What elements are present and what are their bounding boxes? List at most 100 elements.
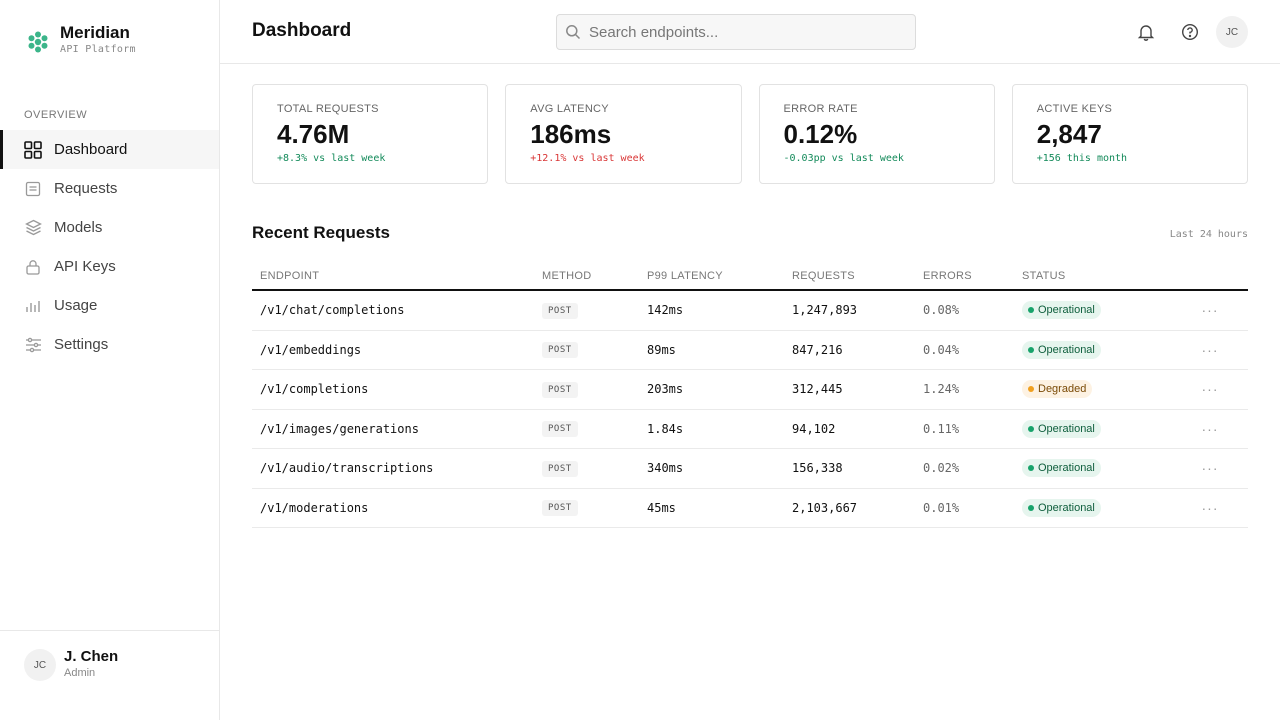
more-options-icon[interactable]: ··· [1201, 302, 1219, 319]
table-row[interactable]: /v1/images/generations POST 1.84s 94,102 0.1… [252, 410, 1248, 449]
status-dot-icon [1028, 465, 1034, 472]
sidebar-item-label: API Keys [54, 258, 116, 275]
endpoint-path[interactable]: /v1/audio/transcriptions [260, 461, 434, 476]
stat-value: 2,847 [1036, 119, 1102, 149]
stat-label: ERROR RATE [783, 103, 858, 115]
more-options-icon[interactable]: ··· [1201, 341, 1219, 358]
search-input[interactable] [589, 23, 889, 41]
document-icon [24, 180, 42, 198]
table-row[interactable]: /v1/embeddings POST 89ms 847,216 0.04% Operat… [252, 331, 1248, 370]
stat-value: 0.12% [783, 119, 858, 149]
avatar: JC [24, 649, 56, 681]
status-badge: Operational [1022, 459, 1101, 478]
requests-value: 94,102 [792, 421, 836, 436]
latency-value: 340ms [647, 461, 684, 476]
status-dot-icon [1028, 386, 1034, 393]
endpoint-path[interactable]: /v1/chat/completions [260, 303, 405, 318]
stat-value: 186ms [530, 119, 612, 149]
endpoint-path[interactable]: /v1/moderations [260, 500, 369, 515]
stat-delta: +156 this month [1036, 153, 1128, 164]
section-title: Recent Requests [252, 223, 390, 242]
help-icon [1181, 23, 1199, 41]
nav-section-label: OVERVIEW [24, 109, 88, 121]
status-dot-icon [1028, 307, 1034, 314]
grid-icon [24, 140, 42, 159]
status-dot-icon [1028, 425, 1034, 432]
user-name: J. Chen [64, 648, 119, 665]
table-header: ENDPOINT METHOD P99 LATENCY REQUESTS ERR… [252, 262, 1248, 291]
sidebar-item-label: Usage [54, 297, 98, 314]
sidebar-item-dashboard[interactable]: Dashboard [0, 130, 219, 169]
sidebar-item-label: Settings [54, 336, 109, 353]
stat-delta: +12.1% vs last week [530, 153, 645, 164]
stat-label: ACTIVE KEYS [1036, 103, 1113, 115]
status-badge: Operational [1022, 340, 1101, 359]
status-badge: Operational [1022, 301, 1101, 320]
column-header-endpoint[interactable]: ENDPOINT [260, 269, 320, 282]
bar-chart-icon [24, 297, 42, 315]
page-title: Dashboard [252, 20, 352, 41]
latency-value: 142ms [647, 303, 684, 318]
errors-value: 0.04% [923, 342, 960, 357]
stat-label: TOTAL REQUESTS [277, 103, 379, 115]
errors-value: 0.08% [923, 303, 960, 318]
status-label: Degraded [1038, 383, 1087, 396]
latency-value: 1.84s [647, 421, 684, 436]
table-row[interactable]: /v1/audio/transcriptions POST 340ms 156,338… [252, 449, 1248, 489]
brand[interactable]: Meridian API Platform [24, 22, 136, 56]
latency-value: 203ms [647, 382, 684, 397]
more-options-icon[interactable]: ··· [1201, 499, 1219, 516]
column-header-method[interactable]: METHOD [542, 269, 592, 282]
method-badge: POST [542, 342, 578, 359]
sidebar-item-requests[interactable]: Requests [0, 169, 219, 208]
sidebar-item-settings[interactable]: Settings [0, 325, 219, 364]
sidebar-item-models[interactable]: Models [0, 208, 219, 247]
status-label: Operational [1038, 501, 1095, 514]
more-options-icon[interactable]: ··· [1201, 460, 1219, 477]
sidebar-item-label: Models [54, 219, 103, 236]
layers-icon [24, 219, 42, 237]
table-row[interactable]: /v1/moderations POST 45ms 2,103,667 0.01% Ope… [252, 489, 1248, 528]
endpoint-path[interactable]: /v1/images/generations [260, 421, 419, 436]
sidebar-nav: Dashboard Requests Models [0, 130, 219, 364]
column-header-status[interactable]: STATUS [1022, 269, 1066, 282]
notifications-button[interactable] [1134, 20, 1158, 44]
method-badge: POST [542, 460, 578, 477]
more-options-icon[interactable]: ··· [1201, 420, 1219, 437]
help-button[interactable] [1178, 20, 1202, 44]
stat-card-active-keys: ACTIVE KEYS 2,847 +156 this month [1011, 84, 1248, 184]
latency-value: 89ms [647, 342, 676, 357]
search-icon [566, 25, 581, 40]
more-options-icon[interactable]: ··· [1201, 381, 1219, 398]
errors-value: 1.24% [923, 382, 960, 397]
sidebar: Meridian API Platform OVERVIEW Dashboard… [0, 0, 220, 720]
column-header-errors[interactable]: ERRORS [923, 269, 972, 282]
user-profile[interactable]: JC J. Chen Admin [0, 630, 219, 720]
table-row[interactable]: /v1/chat/completions POST 142ms 1,247,893 0.… [252, 291, 1248, 331]
logo-icon [28, 31, 48, 53]
latency-value: 45ms [647, 500, 676, 515]
sidebar-item-usage[interactable]: Usage [0, 286, 219, 325]
table-body: /v1/chat/completions POST 142ms 1,247,893 0.… [252, 291, 1248, 528]
sidebar-item-api-keys[interactable]: API Keys [0, 247, 219, 286]
time-range-label: Last 24 hours [1169, 229, 1248, 240]
requests-value: 847,216 [792, 342, 843, 357]
requests-value: 156,338 [792, 461, 843, 476]
requests-table: ENDPOINT METHOD P99 LATENCY REQUESTS ERR… [252, 262, 1248, 528]
stat-card-error-rate: ERROR RATE 0.12% -0.03pp vs last week [758, 84, 995, 184]
lock-icon [24, 258, 42, 276]
column-header-latency[interactable]: P99 LATENCY [647, 269, 723, 282]
column-header-requests[interactable]: REQUESTS [792, 269, 855, 282]
top-header: Dashboard JC [220, 0, 1280, 64]
avatar[interactable]: JC [1216, 16, 1248, 48]
brand-subtitle: API Platform [60, 44, 136, 55]
bell-icon [1137, 25, 1155, 41]
status-label: Operational [1038, 422, 1095, 435]
endpoint-path[interactable]: /v1/embeddings [260, 342, 362, 357]
search-box[interactable] [556, 14, 916, 50]
endpoint-path[interactable]: /v1/completions [260, 382, 369, 397]
stat-delta: +8.3% vs last week [277, 153, 386, 164]
errors-value: 0.01% [923, 500, 960, 515]
table-row[interactable]: /v1/completions POST 203ms 312,445 1.24% Degr… [252, 370, 1248, 410]
status-dot-icon [1028, 346, 1034, 353]
